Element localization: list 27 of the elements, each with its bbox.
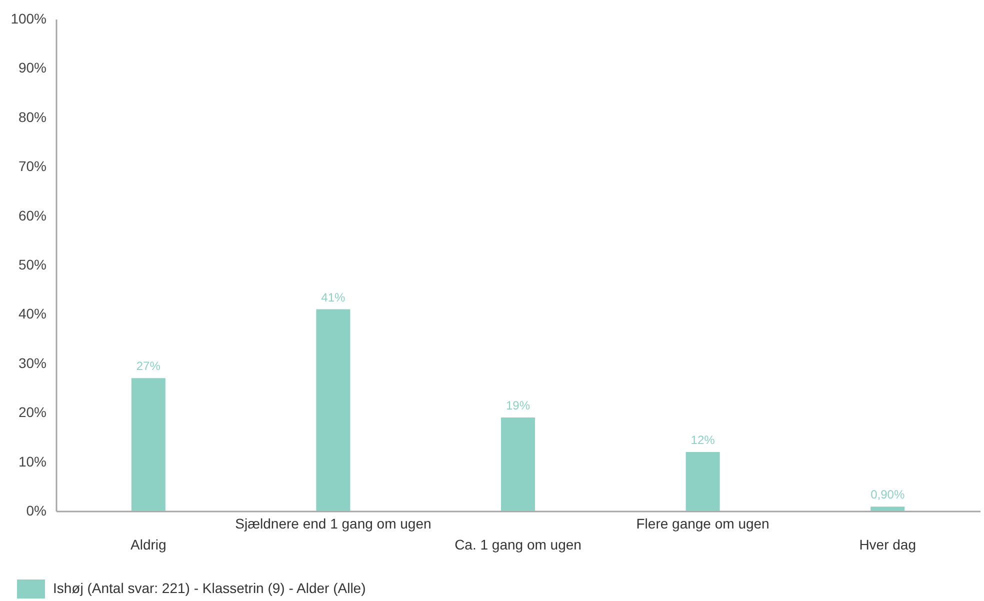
legend-label: Ishøj (Antal svar: 221) - Klassetrin (9) - Alder (Alle) <box>53 580 366 596</box>
data-label: 41% <box>321 290 346 304</box>
x-tick-label: Aldrig <box>130 536 166 552</box>
bar <box>870 506 905 511</box>
x-tick-label: Hver dag <box>859 536 916 552</box>
data-label: 19% <box>506 398 530 413</box>
y-tick-label: 0% <box>26 502 46 518</box>
bar <box>686 452 720 511</box>
bar <box>501 418 535 511</box>
y-tick-label: 70% <box>18 158 46 174</box>
y-tick-label: 50% <box>18 256 46 272</box>
y-tick-label: 100% <box>10 10 46 26</box>
y-tick-label: 40% <box>18 306 46 322</box>
data-label: 0,90% <box>870 488 905 502</box>
bar <box>316 309 350 511</box>
x-tick-label: Ca. 1 gang om ugen <box>454 536 582 552</box>
data-label: 27% <box>136 359 161 374</box>
y-tick-label: 60% <box>18 207 46 224</box>
x-tick-label: Sjældnere end 1 gang om ugen <box>235 516 432 532</box>
y-tick-label: 30% <box>18 354 46 371</box>
y-tick-label: 80% <box>18 108 46 125</box>
y-tick-label: 10% <box>18 453 46 470</box>
bar <box>131 378 166 511</box>
data-label: 12% <box>690 432 716 447</box>
y-tick-label: 90% <box>18 60 46 76</box>
x-tick-label: Flere gange om ugen <box>636 516 770 532</box>
y-tick-label: 20% <box>18 404 46 420</box>
